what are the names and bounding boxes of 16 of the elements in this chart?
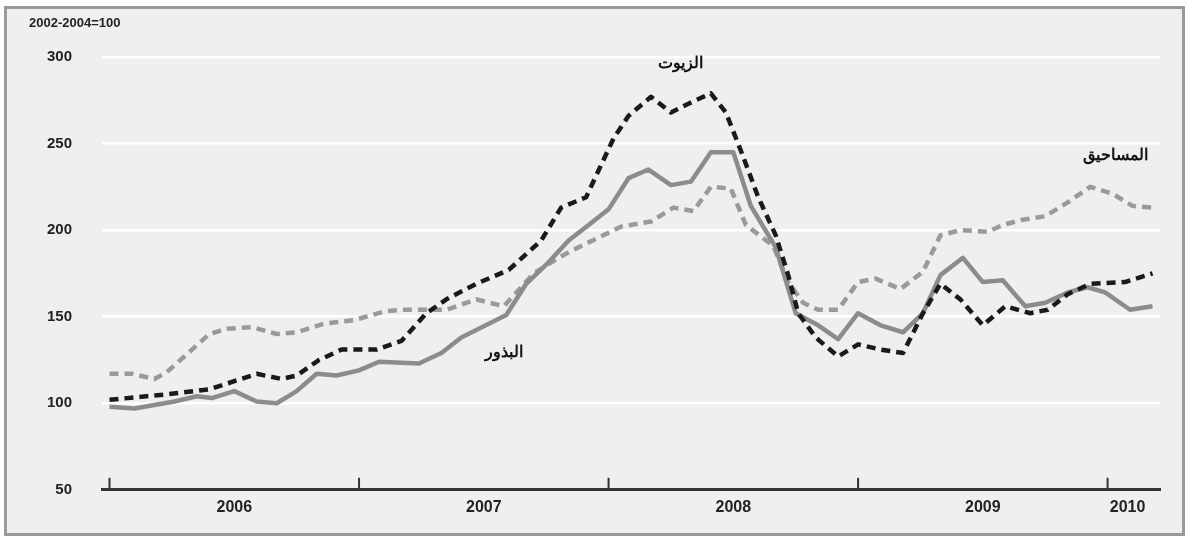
- y-tick-label: 150: [47, 306, 73, 324]
- y-tick-label: 250: [47, 133, 73, 151]
- line-series: [107, 91, 1155, 403]
- x-tick-label: 2006: [216, 497, 253, 515]
- y-tick-label: 300: [47, 47, 73, 65]
- series-label: البذور: [484, 341, 523, 361]
- y-tick-label: 50: [55, 479, 73, 497]
- x-tick-label: 2010: [1109, 497, 1146, 515]
- x-tick-label: 2009: [965, 497, 1001, 515]
- y-axis-title: 2002-2004=100: [29, 15, 121, 30]
- y-tick-label: 100: [47, 393, 73, 411]
- x-tick-label: 2007: [466, 497, 502, 515]
- y-tick-label: 200: [47, 220, 73, 238]
- series-label: المساحيق: [1082, 144, 1148, 164]
- series-label: الزيوت: [658, 52, 704, 72]
- x-tick-label: 2008: [715, 497, 752, 515]
